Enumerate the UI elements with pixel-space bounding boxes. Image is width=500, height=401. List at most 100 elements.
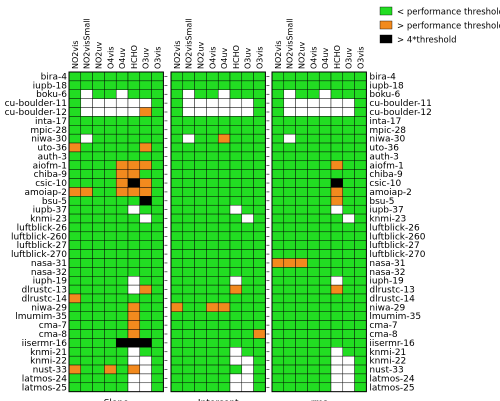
row-label-right: knmi-23	[369, 215, 406, 225]
cell-luftblick-27-O3uv	[139, 240, 152, 250]
cell-iisermr-16-NO2visSmall	[182, 338, 195, 348]
cell-chiba-9-O3vis	[253, 169, 266, 179]
cell-iupb-18-NO2vis	[271, 80, 285, 90]
cell-knmi-23-O3vis	[253, 213, 266, 224]
cell-auth-3-O3vis	[354, 151, 367, 162]
cell-latmos-25-O4vis	[206, 382, 219, 392]
row-label-left: aiofm-1	[33, 161, 67, 171]
cell-latmos-24-HCHO	[229, 373, 243, 384]
row-label-left: luftblick-26	[17, 223, 68, 233]
cell-knmi-22-O3uv	[342, 355, 355, 366]
cell-iupb-37-NO2vis	[170, 204, 184, 215]
cell-cu-boulder-12-HCHO	[330, 107, 344, 117]
cell-amoiap-2-O4uv	[217, 187, 231, 197]
cell-amoiap-2-HCHO	[229, 187, 243, 197]
cell-latmos-25-HCHO	[330, 382, 344, 392]
cell-boku-6-NO2uv	[92, 89, 105, 99]
cell-amoiap-2-NO2uv	[92, 187, 105, 197]
cell-dlrustc-13-HCHO	[330, 284, 344, 295]
cell-auth-3-O3uv	[139, 151, 152, 162]
cell-nasa-32-O3uv	[241, 267, 254, 277]
cell-niwa-29-HCHO	[330, 302, 344, 312]
cell-dlrustc-14-NO2visSmall	[80, 293, 93, 304]
cell-latmos-24-O4uv	[115, 373, 129, 384]
cell-luftblick-27-O3uv	[342, 240, 355, 250]
cell-nasa-32-NO2vis	[170, 267, 184, 277]
cell-amoiap-2-O4vis	[104, 187, 117, 197]
cell-knmi-23-NO2visSmall	[283, 213, 296, 224]
column-header: NO2uv	[298, 42, 307, 69]
cell-cu-boulder-12-NO2vis	[271, 107, 285, 117]
cell-latmos-25-O3vis	[253, 382, 266, 392]
cell-cma-7-O3uv	[139, 320, 152, 330]
cell-luftblick-26-NO2visSmall	[80, 222, 93, 233]
cell-mpic-28-NO2uv	[92, 125, 105, 135]
cell-dlrustc-13-O4uv	[115, 284, 129, 295]
cell-cu-boulder-12-O3vis	[354, 107, 367, 117]
cell-dlrustc-14-O4uv	[115, 293, 129, 304]
cell-auth-3-HCHO	[127, 151, 141, 162]
cell-mpic-28-NO2visSmall	[80, 125, 93, 135]
cell-niwa-29-NO2uv	[194, 302, 207, 312]
cell-inta-17-NO2uv	[92, 116, 105, 126]
cell-iisermr-16-O3vis	[253, 338, 266, 348]
cell-cu-boulder-11-NO2vis	[271, 98, 285, 108]
column-header: NO2vis	[71, 41, 80, 70]
cell-luftblick-27-NO2uv	[194, 240, 207, 250]
cell-latmos-25-NO2uv	[295, 382, 308, 392]
cell-niwa-30-NO2vis	[271, 133, 285, 144]
cell-luftblick-26-O4uv	[318, 222, 332, 233]
cell-iupb-37-NO2vis	[68, 204, 82, 215]
cell-cma-8-O3uv	[342, 329, 355, 339]
cell-niwa-30-O3vis	[151, 133, 164, 144]
cell-iupb-18-O4uv	[115, 80, 129, 90]
row-label-right: knmi-21	[369, 348, 406, 358]
cell-bsu-5-O4uv	[217, 196, 231, 206]
row-label-right: latmos-25	[369, 383, 414, 393]
cell-dlrustc-14-HCHO	[330, 293, 344, 304]
cell-auth-3-O3vis	[253, 151, 266, 162]
cell-luftblick-260-NO2visSmall	[80, 231, 93, 241]
cell-latmos-25-NO2vis	[68, 382, 82, 392]
cell-latmos-24-O4uv	[217, 373, 231, 384]
cell-auth-3-HCHO	[229, 151, 243, 162]
cell-mpic-28-NO2vis	[271, 125, 285, 135]
cell-niwa-30-O4uv	[115, 133, 129, 144]
cell-cma-7-O4vis	[206, 320, 219, 330]
cell-bsu-5-NO2visSmall	[182, 196, 195, 206]
cell-bira-4-HCHO	[127, 71, 141, 82]
cell-uto-36-NO2visSmall	[80, 142, 93, 153]
cell-luftblick-260-O3vis	[253, 231, 266, 241]
cell-iuph-19-NO2vis	[170, 276, 184, 286]
row-label-left: knmi-23	[30, 215, 67, 225]
cell-bsu-5-NO2vis	[68, 196, 82, 206]
cell-cu-boulder-12-NO2uv	[295, 107, 308, 117]
cell-iupb-37-NO2visSmall	[182, 204, 195, 215]
cell-lmumim-35-NO2vis	[68, 311, 82, 321]
cell-boku-6-O4vis	[104, 89, 117, 99]
cell-nasa-32-O3uv	[139, 267, 152, 277]
cell-knmi-23-NO2uv	[194, 213, 207, 224]
cell-niwa-29-O3vis	[354, 302, 367, 312]
cell-nasa-31-O4vis	[206, 258, 219, 268]
cell-dlrustc-13-NO2vis	[68, 284, 82, 295]
cell-csic-10-O3uv	[139, 178, 152, 188]
cell-cma-8-O4uv	[115, 329, 129, 339]
cell-amoiap-2-NO2vis	[68, 187, 82, 197]
cell-amoiap-2-NO2vis	[170, 187, 184, 197]
cell-iuph-19-O4uv	[115, 276, 129, 286]
cell-luftblick-270-NO2vis	[170, 249, 184, 259]
cell-bsu-5-HCHO	[330, 196, 344, 206]
cell-luftblick-260-O4vis	[307, 231, 320, 241]
cell-niwa-30-O3uv	[241, 133, 254, 144]
cell-latmos-24-O3uv	[342, 373, 355, 384]
cell-nust-33-O3uv	[342, 364, 355, 375]
cell-boku-6-O4uv	[217, 89, 231, 99]
cell-nasa-32-O3uv	[342, 267, 355, 277]
cell-bsu-5-O3uv	[139, 196, 152, 206]
cell-luftblick-270-O3vis	[354, 249, 367, 259]
cell-cma-7-NO2visSmall	[80, 320, 93, 330]
column-header: NO2visSmall	[83, 18, 92, 69]
cell-cma-7-HCHO	[229, 320, 243, 330]
cell-mpic-28-O4uv	[115, 125, 129, 135]
